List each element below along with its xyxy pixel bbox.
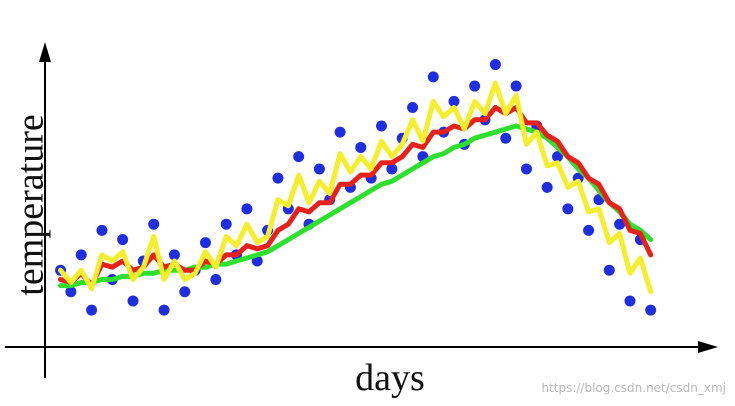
data-point	[489, 59, 501, 71]
data-point	[220, 218, 232, 230]
data-point	[65, 286, 77, 298]
watermark: https://blog.csdn.net/csdn_xmj	[541, 381, 726, 395]
data-point	[117, 234, 129, 246]
data-point	[127, 295, 139, 307]
data-point	[510, 80, 522, 92]
data-point	[448, 95, 460, 107]
x-axis-label: days	[355, 357, 425, 399]
data-point	[407, 102, 419, 114]
data-point	[552, 151, 564, 163]
data-point	[355, 141, 367, 153]
data-point	[210, 273, 222, 285]
y-axis-label: temperature	[10, 114, 52, 295]
data-point	[293, 151, 305, 163]
data-point	[541, 181, 553, 193]
data-point	[500, 132, 512, 144]
data-point	[168, 249, 180, 261]
data-point	[241, 203, 253, 215]
data-point	[96, 224, 108, 236]
data-point	[148, 218, 160, 230]
data-point	[583, 224, 595, 236]
data-point	[272, 172, 284, 184]
trend-line	[58, 123, 654, 289]
data-point	[386, 163, 398, 175]
data-point	[469, 80, 481, 92]
data-point	[427, 71, 439, 83]
plot-area	[55, 59, 657, 316]
data-point	[199, 237, 211, 249]
trend-line	[58, 80, 654, 295]
data-point	[313, 163, 325, 175]
data-point	[645, 304, 657, 316]
data-point	[334, 126, 346, 138]
data-point	[179, 286, 191, 298]
data-point	[614, 218, 626, 230]
data-point	[562, 203, 574, 215]
x-axis-arrow	[698, 341, 718, 353]
trend-line	[58, 105, 654, 289]
data-point	[624, 295, 636, 307]
data-point	[520, 163, 532, 175]
y-axis-arrow	[39, 42, 51, 62]
data-point	[86, 304, 98, 316]
data-point	[75, 249, 87, 261]
data-point	[603, 264, 615, 276]
data-point	[376, 120, 387, 132]
data-point	[158, 304, 170, 316]
